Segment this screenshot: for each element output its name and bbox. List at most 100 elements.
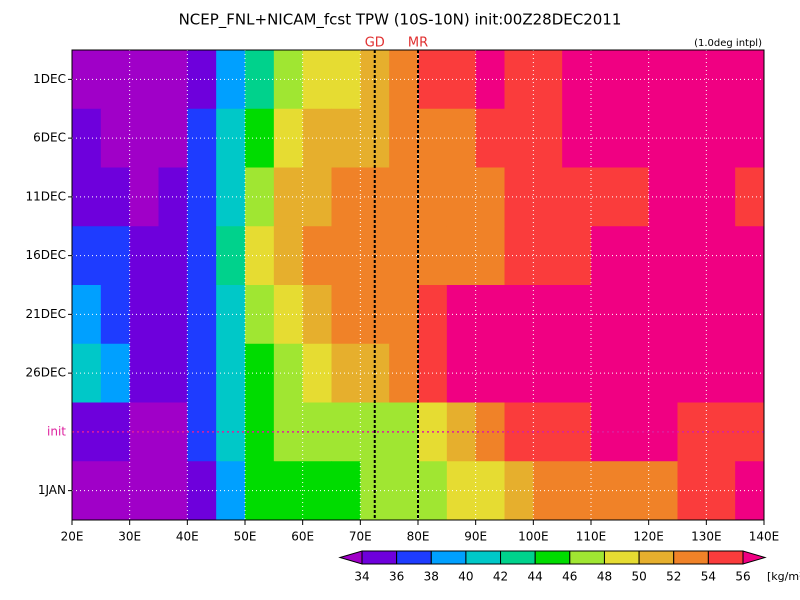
cell	[245, 402, 275, 462]
cell	[72, 402, 102, 462]
cell	[216, 402, 246, 462]
cell	[648, 226, 678, 286]
cell	[100, 108, 131, 168]
x-tick-label: 120E	[633, 530, 664, 544]
cell	[245, 461, 275, 521]
cell	[591, 285, 621, 345]
colorbar-swatch	[430, 550, 467, 565]
cell	[446, 167, 477, 227]
cell	[158, 285, 188, 345]
x-tick-label: 60E	[291, 530, 314, 544]
colorbar-label: 48	[597, 570, 612, 584]
x-tick-label: 110E	[576, 530, 607, 544]
y-tick-label: 1JAN	[38, 483, 66, 497]
cell	[591, 50, 621, 110]
x-tick-label: 140E	[749, 530, 780, 544]
cell	[591, 167, 621, 227]
cell	[245, 108, 275, 168]
cell	[100, 50, 131, 110]
plot-frame	[71, 49, 765, 521]
cell	[446, 402, 477, 462]
chart-title: NCEP_FNL+NICAM_fcst TPW (10S-10N) init:0…	[179, 11, 622, 30]
cell	[158, 108, 188, 168]
y-tick-label: 16DEC	[26, 248, 66, 262]
x-tick-label: 50E	[234, 530, 257, 544]
colorbar-label: 50	[631, 570, 646, 584]
cell	[100, 343, 131, 403]
y-tick-label: 11DEC	[26, 189, 66, 203]
cell	[158, 167, 188, 227]
cell	[389, 461, 419, 521]
x-tick-label: 90E	[464, 530, 487, 544]
x-tick-label: 40E	[176, 530, 199, 544]
cell	[302, 343, 332, 403]
x-tick-label: 70E	[349, 530, 372, 544]
cell	[648, 461, 678, 521]
cell	[389, 167, 419, 227]
cell	[591, 461, 621, 521]
colorbar-swatch	[338, 550, 363, 565]
colorbar-label: 42	[493, 570, 508, 584]
cell	[100, 402, 131, 462]
cell	[648, 108, 678, 168]
cell	[389, 343, 419, 403]
cell	[591, 226, 621, 286]
colorbar-unit: [kg/m²]	[767, 570, 800, 583]
colorbar-label: 34	[354, 570, 369, 584]
x-tick-label: 80E	[407, 530, 430, 544]
colorbar-label: 38	[424, 570, 439, 584]
cell	[302, 226, 332, 286]
cell	[100, 285, 131, 345]
cell	[591, 402, 621, 462]
vline-label: GD	[365, 36, 385, 51]
colorbar-label: 40	[458, 570, 473, 584]
cell	[735, 402, 765, 462]
cell	[158, 461, 188, 521]
cell	[389, 50, 419, 110]
colorbar-swatch	[534, 550, 571, 565]
cell	[648, 285, 678, 345]
x-tick-label: 30E	[118, 530, 141, 544]
init-label: init	[47, 424, 66, 438]
colorbar-label: 36	[389, 570, 404, 584]
colorbar-label: 46	[562, 570, 577, 584]
colorbar-swatch	[361, 550, 398, 565]
colorbar-label: 56	[735, 570, 750, 584]
cell	[245, 285, 275, 345]
note: (1.0deg intpl)	[694, 38, 762, 49]
cell	[129, 402, 159, 462]
cell	[302, 50, 332, 110]
cell	[100, 461, 131, 521]
colorbar-swatch	[707, 550, 744, 565]
cell	[706, 402, 736, 462]
cell	[389, 285, 419, 345]
colorbar-swatch	[638, 550, 675, 565]
cell	[648, 50, 678, 110]
cell	[619, 402, 650, 462]
cell	[331, 402, 361, 462]
x-tick-label: 100E	[518, 530, 549, 544]
cell	[158, 343, 188, 403]
colorbar-swatch	[569, 550, 605, 565]
vline-label: MR	[408, 36, 428, 51]
cell	[158, 50, 188, 110]
colorbar-swatch	[465, 550, 502, 565]
y-tick-label: 21DEC	[26, 307, 66, 321]
colorbar-label: 44	[528, 570, 543, 584]
y-tick-label: 6DEC	[33, 131, 66, 145]
cell	[302, 461, 332, 521]
cell	[302, 285, 332, 345]
x-tick-label: 20E	[61, 530, 84, 544]
colorbar-swatch	[742, 550, 767, 565]
cell	[446, 108, 477, 168]
cell	[100, 167, 131, 227]
cell	[648, 343, 678, 403]
cell	[475, 402, 505, 462]
cell	[591, 343, 621, 403]
cell	[302, 108, 332, 168]
x-tick-label: 130E	[691, 530, 722, 544]
colorbar-swatch	[500, 550, 536, 565]
cell	[446, 461, 477, 521]
cell	[100, 226, 131, 286]
colorbar-swatch	[673, 550, 709, 565]
